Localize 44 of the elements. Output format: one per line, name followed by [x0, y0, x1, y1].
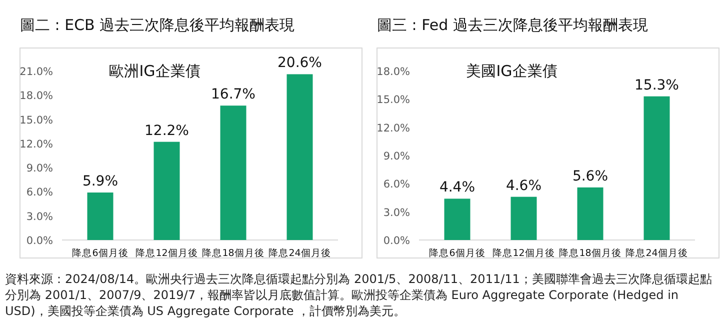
x-tick-label: 降息18個月後 [559, 247, 622, 259]
y-tick-label: 15.0% [376, 94, 410, 106]
y-tick-label: 9.0% [26, 162, 54, 175]
chart-title: 圖二 : ECB 過去三次降息後平均報酬表現 [20, 16, 295, 34]
y-tick-label: 21.0% [20, 66, 54, 78]
y-tick-label: 9.0% [383, 150, 410, 162]
y-tick-label: 6.0% [26, 186, 54, 199]
y-tick-label: 12.0% [376, 122, 410, 134]
bar [444, 198, 470, 240]
y-tick-label: 12.0% [20, 138, 54, 150]
y-tick-label: 3.0% [26, 210, 54, 223]
y-tick-label: 3.0% [383, 206, 410, 219]
bar [644, 96, 670, 240]
y-tick-label: 18.0% [376, 66, 410, 78]
x-tick-label: 降息12個月後 [136, 247, 198, 259]
bar [220, 106, 246, 240]
chart-title: 圖三 : Fed 過去三次降息後平均報酬表現 [377, 16, 648, 34]
chart-subtitle: 歐洲IG企業債 [109, 62, 200, 80]
y-tick-label: 15.0% [20, 114, 54, 126]
y-tick-label: 18.0% [20, 90, 54, 102]
bar [154, 142, 180, 240]
data-label: 15.3% [634, 77, 679, 94]
data-label: 12.2% [144, 122, 189, 139]
x-tick-label: 降息24個月後 [626, 247, 688, 259]
data-label: 20.6% [278, 55, 322, 72]
x-tick-label: 降息18個月後 [202, 247, 264, 259]
data-label: 4.4% [439, 180, 476, 196]
bar [510, 196, 537, 240]
x-tick-label: 降息6個月後 [72, 247, 128, 259]
x-tick-label: 降息12個月後 [492, 247, 555, 259]
bar [577, 187, 604, 240]
data-label: 16.7% [211, 86, 256, 103]
data-label: 4.6% [506, 178, 542, 194]
source-note: 資料來源：2024/08/14。歐洲央行過去三次降息循環起點分別為 2001/5、2008/11、2011/11；美國聯準會過去三次降息循環起點分別為 2001/1、2007/9、2019/7，報酬率皆以月底數值計算。歐洲投等企業債為 Euro Aggregate Corporate (Hedged in USD)，美國投等企業債為 US Aggregate Corporate ，計價幣別為美元。 [5, 271, 713, 319]
bar [286, 74, 313, 240]
data-label: 5.6% [572, 168, 608, 184]
bar [87, 192, 114, 240]
y-tick-label: 6.0% [383, 178, 410, 191]
y-tick-label: 0.0% [383, 235, 410, 247]
y-tick-label: 0.0% [26, 235, 54, 247]
data-label: 5.9% [82, 174, 118, 190]
x-tick-label: 降息6個月後 [429, 247, 486, 259]
x-tick-label: 降息24個月後 [268, 247, 331, 259]
chart-subtitle: 美國IG企業債 [466, 62, 558, 80]
